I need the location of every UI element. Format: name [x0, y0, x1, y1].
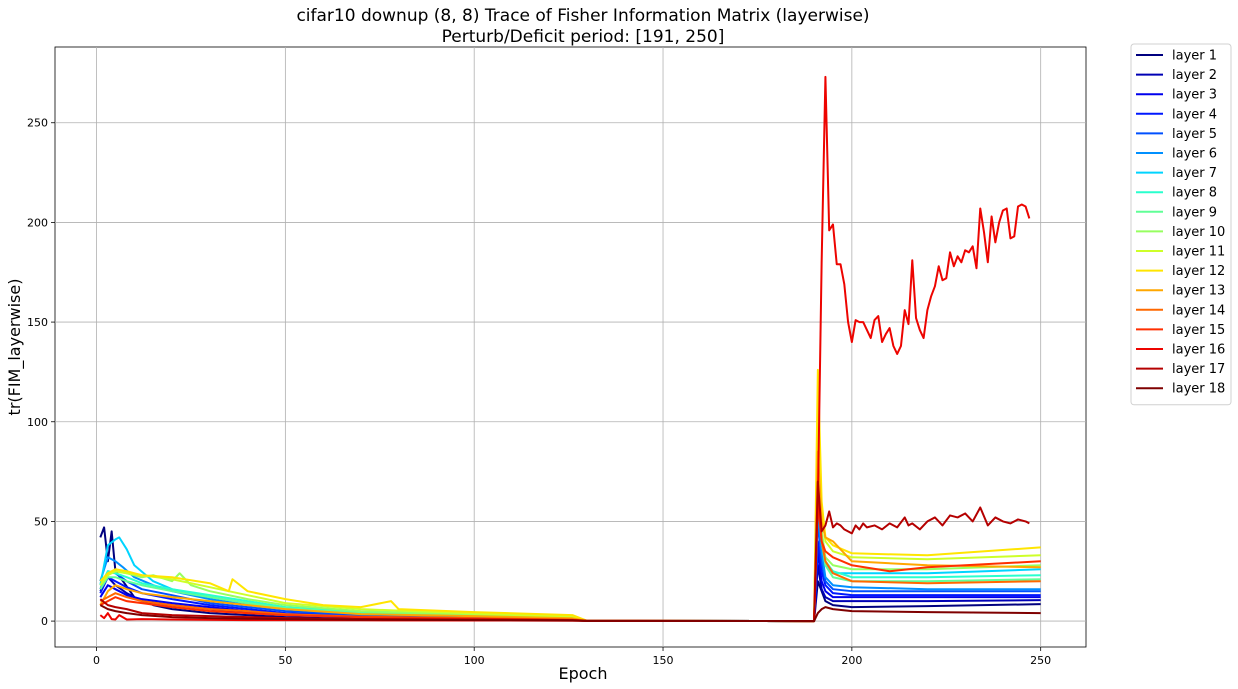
plot-area [54, 46, 1087, 648]
legend-label: layer 4 [1172, 107, 1217, 122]
grid [55, 47, 1086, 647]
legend-label: layer 5 [1172, 127, 1217, 142]
y-tick-label: 0 [41, 615, 48, 628]
x-axis-label: Epoch [559, 664, 608, 683]
series-line-layer-16 [99, 75, 1031, 623]
legend-label: layer 1 [1172, 49, 1217, 64]
legend-label: layer 13 [1172, 284, 1225, 299]
legend-label: layer 15 [1172, 323, 1225, 338]
legend-label: layer 12 [1172, 264, 1225, 279]
legend: layer 1 layer 2 layer 3 layer 4 layer 5 layer… [1130, 43, 1232, 406]
x-tick-label: 50 [278, 654, 292, 667]
y-tick-label: 100 [27, 416, 48, 429]
x-tick-label: 0 [93, 654, 100, 667]
series-group [99, 75, 1041, 623]
y-tick-label: 50 [34, 515, 48, 528]
series-line-layer-18 [99, 604, 1041, 623]
legend-label: layer 9 [1172, 205, 1217, 220]
legend-label: layer 18 [1172, 382, 1225, 397]
legend-label: layer 16 [1172, 343, 1225, 358]
y-tick-label: 150 [27, 316, 48, 329]
y-axis-label: tr(FIM_layerwise) [5, 279, 25, 416]
series-line-layer-13 [99, 450, 1041, 623]
series-line-layer-10 [99, 440, 1041, 623]
y-tick-label: 200 [27, 216, 48, 229]
chart-subtitle: Perturb/Deficit period: [191, 250] [442, 27, 725, 47]
legend-label: layer 8 [1172, 186, 1217, 201]
x-tick-label: 150 [653, 654, 674, 667]
y-tick-label: 250 [27, 117, 48, 130]
legend-label: layer 3 [1172, 88, 1217, 103]
chart-title: cifar10 downup (8, 8) Trace of Fisher In… [296, 6, 869, 26]
legend-label: layer 14 [1172, 303, 1225, 318]
series-line-layer-11 [99, 400, 1041, 623]
x-tick-label: 200 [841, 654, 862, 667]
legend-label: layer 11 [1172, 245, 1225, 260]
x-tick-label: 250 [1030, 654, 1051, 667]
legend-label: layer 7 [1172, 166, 1217, 181]
legend-label: layer 2 [1172, 68, 1217, 83]
legend-label: layer 17 [1172, 362, 1225, 377]
x-tick-label: 100 [464, 654, 485, 667]
axis-ticks: 0 50 100 150 200 250 0 50 100 150 200 250 [27, 117, 1051, 667]
legend-label: layer 6 [1172, 147, 1217, 162]
legend-label: layer 10 [1172, 225, 1225, 240]
